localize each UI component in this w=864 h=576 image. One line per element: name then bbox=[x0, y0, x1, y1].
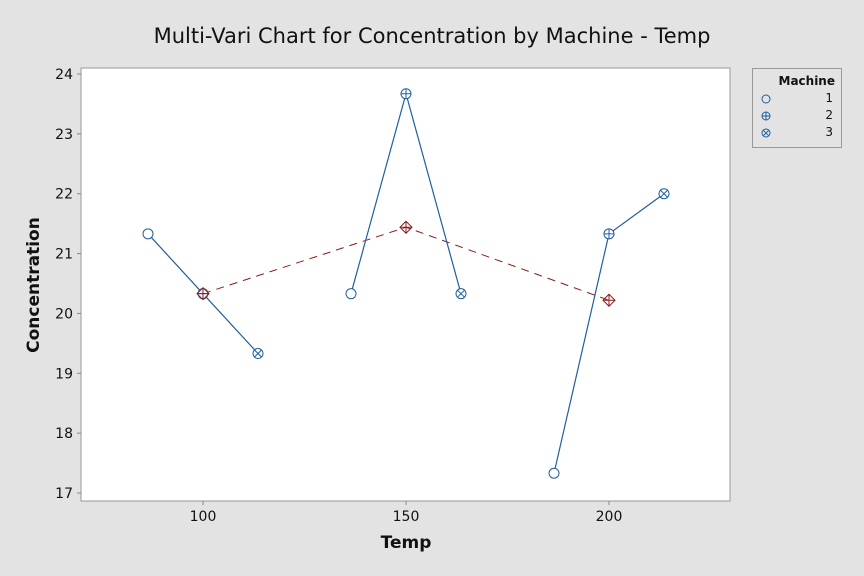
legend-item-3: 3 bbox=[759, 125, 833, 142]
legend-label: 3 bbox=[825, 125, 833, 139]
mean-diamond-marker-icon bbox=[399, 220, 413, 234]
y-tick-label: 19 bbox=[55, 366, 73, 382]
chart-title: Multi-Vari Chart for Concentration by Ma… bbox=[153, 24, 711, 48]
circle-x-marker-icon bbox=[761, 128, 771, 138]
y-tick-label: 23 bbox=[55, 127, 73, 143]
circle-x-marker-icon bbox=[658, 188, 670, 200]
mean-diamond-marker-icon bbox=[196, 286, 210, 301]
circle-marker-icon bbox=[548, 467, 560, 479]
circle-x-marker-icon bbox=[455, 288, 467, 300]
x-tick-label: 200 bbox=[596, 509, 623, 525]
legend-label: 2 bbox=[825, 108, 833, 122]
circle-marker-icon bbox=[345, 288, 357, 300]
y-axis-label: Concentration bbox=[24, 217, 44, 353]
circle-x-marker-icon bbox=[252, 348, 264, 360]
circle-marker-icon bbox=[142, 228, 154, 240]
y-tick-label: 17 bbox=[55, 486, 73, 502]
legend-label: 1 bbox=[825, 91, 833, 105]
x-axis: 100 150 200 bbox=[190, 501, 623, 525]
legend-item-1: 1 bbox=[759, 91, 833, 108]
circle-plus-marker-icon bbox=[603, 228, 615, 240]
x-tick-label: 100 bbox=[190, 509, 217, 525]
y-tick-label: 21 bbox=[55, 247, 73, 263]
circle-marker-icon bbox=[761, 94, 771, 104]
data-markers bbox=[142, 88, 670, 479]
y-tick-label: 20 bbox=[55, 306, 73, 322]
y-tick-label: 22 bbox=[55, 187, 73, 203]
legend: Machine 1 2 3 bbox=[752, 68, 842, 148]
circle-plus-marker-icon bbox=[400, 88, 412, 100]
x-axis-label: Temp bbox=[381, 533, 432, 553]
y-tick-label: 18 bbox=[55, 426, 73, 442]
legend-title: Machine bbox=[778, 74, 836, 88]
mean-diamond-marker-icon bbox=[602, 293, 616, 307]
plot-area bbox=[80, 67, 731, 502]
legend-item-2: 2 bbox=[759, 108, 833, 125]
circle-plus-marker-icon bbox=[761, 111, 771, 121]
x-tick-label: 150 bbox=[393, 509, 420, 525]
y-axis: 17 18 19 20 21 22 23 24 bbox=[55, 67, 81, 502]
y-tick-label: 24 bbox=[55, 67, 73, 83]
